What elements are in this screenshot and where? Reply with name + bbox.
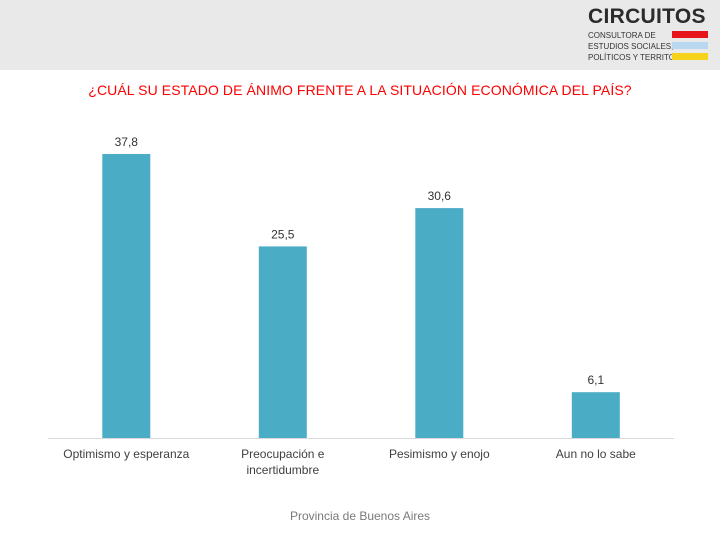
category-label-3: Pesimismo y enojo xyxy=(389,447,490,461)
category-label-2: Preocupación e incertidumbre xyxy=(241,447,325,477)
logo-line-2: ESTUDIOS SOCIALES, xyxy=(588,42,674,51)
chart-title: ¿CUÁL SU ESTADO DE ÁNIMO FRENTE A LA SIT… xyxy=(88,82,632,98)
category-label-4: Aun no lo sabe xyxy=(556,447,636,461)
category-label-1: Optimismo y esperanza xyxy=(63,447,189,461)
logo-line-1: CONSULTORA DE xyxy=(588,31,656,40)
data-label-2: 25,5 xyxy=(271,227,295,241)
logo-bar-red xyxy=(672,31,708,38)
company-logo: CIRCUITOS CONSULTORA DE ESTUDIOS SOCIALE… xyxy=(588,6,714,64)
logo-bar-yellow xyxy=(672,53,708,60)
footer-label: Provincia de Buenos Aires xyxy=(289,509,431,523)
bar-1 xyxy=(102,154,151,438)
data-label-3: 30,6 xyxy=(428,189,452,203)
logo-line-3: POLÍTICOS Y TERRITORIALES xyxy=(588,53,704,62)
data-label-1: 37,8 xyxy=(115,135,139,149)
header-band xyxy=(0,0,720,70)
bar-3 xyxy=(415,208,464,438)
bar-2 xyxy=(258,246,307,438)
logo-title: CIRCUITOS xyxy=(588,5,706,28)
bar-4 xyxy=(571,392,620,438)
logo-bar-blue xyxy=(672,42,708,49)
data-label-4: 6,1 xyxy=(587,373,604,387)
